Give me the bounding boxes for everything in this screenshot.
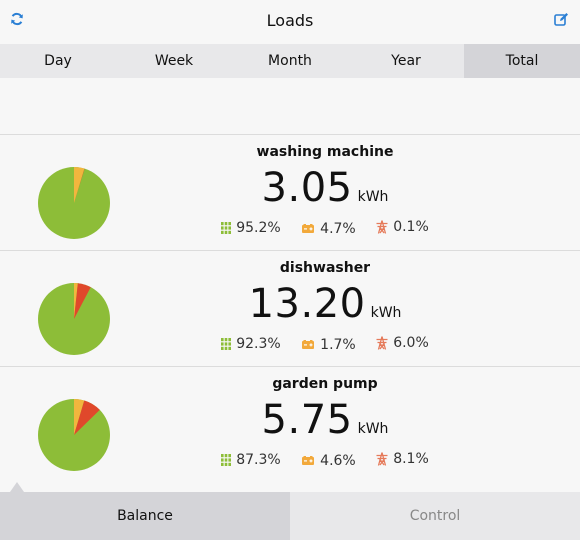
load-name: dishwasher [279, 260, 371, 276]
energy-unit: kWh [370, 305, 402, 321]
energy-value: 3.05 [261, 165, 353, 211]
grid-share-value: 8.1% [393, 451, 429, 467]
energy-readout: 13.20 kWh [110, 281, 540, 327]
solar-share-value: 92.3% [236, 336, 281, 352]
page-title: Loads [266, 11, 314, 30]
active-tab-pointer [10, 482, 24, 492]
pie-slice-battery [74, 399, 85, 435]
period-tabs: Day Week Month Year Total [0, 44, 580, 78]
tab-control[interactable]: Control [290, 492, 580, 540]
solar-panel-icon [221, 338, 232, 350]
load-share-pie [38, 283, 110, 355]
battery-share: 4.6% [301, 453, 356, 469]
battery-icon [302, 224, 315, 233]
loads-list: washing machine 3.05 kWh 95.2% 4.7% [0, 134, 580, 492]
grid-share-value: 0.1% [393, 219, 429, 235]
power-pylon-icon [376, 452, 388, 466]
load-name: garden pump [272, 376, 378, 392]
grid-share-value: 6.0% [393, 335, 429, 351]
solar-share: 87.3% [221, 452, 281, 468]
solar-share-value: 87.3% [236, 452, 281, 468]
tab-month[interactable]: Month [268, 53, 312, 69]
share-breakdown: 92.3% 1.7% 6.0% [110, 335, 540, 354]
power-pylon-icon [376, 336, 388, 350]
load-name: washing machine [256, 144, 394, 160]
grid-share: 0.1% [376, 219, 429, 235]
summary-area [0, 78, 580, 134]
load-share-pie [38, 167, 110, 239]
pie-slice-grid [74, 400, 100, 435]
tab-day[interactable]: Day [44, 53, 72, 69]
battery-share-value: 4.7% [320, 221, 356, 237]
grid-share: 6.0% [376, 335, 429, 351]
grid-share: 8.1% [376, 451, 429, 467]
battery-icon [302, 340, 315, 349]
tab-week[interactable]: Week [154, 53, 194, 69]
solar-panel-icon [221, 454, 232, 466]
energy-value: 13.20 [248, 281, 366, 327]
load-share-pie [38, 399, 110, 471]
solar-share-value: 95.2% [236, 220, 281, 236]
battery-share-value: 1.7% [320, 337, 356, 353]
battery-icon [302, 456, 315, 465]
energy-unit: kWh [357, 189, 389, 205]
solar-share: 92.3% [221, 336, 281, 352]
pie-slice-battery [74, 283, 78, 319]
pie-slice-grid [74, 168, 85, 203]
pie-slice-grid [74, 283, 91, 319]
solar-panel-icon [221, 222, 232, 234]
power-pylon-icon [376, 220, 388, 234]
energy-value: 5.75 [261, 397, 353, 443]
battery-share-value: 4.6% [320, 453, 356, 469]
edit-icon[interactable] [553, 11, 569, 27]
energy-readout: 5.75 kWh [110, 397, 540, 443]
load-row[interactable]: dishwasher 13.20 kWh 92.3% 1.7% [0, 250, 580, 366]
pie-slice-battery [74, 167, 85, 203]
tab-year[interactable]: Year [391, 53, 421, 69]
solar-share: 95.2% [221, 220, 281, 236]
refresh-icon[interactable] [9, 11, 25, 27]
battery-share: 4.7% [301, 221, 356, 237]
tab-balance[interactable]: Balance [0, 492, 290, 540]
share-breakdown: 95.2% 4.7% 0.1% [110, 219, 540, 238]
battery-share: 1.7% [301, 337, 356, 353]
tab-total[interactable]: Total [464, 44, 580, 78]
app-header: Loads [0, 0, 580, 44]
energy-unit: kWh [357, 421, 389, 437]
share-breakdown: 87.3% 4.6% 8.1% [110, 451, 540, 470]
load-row[interactable]: garden pump 5.75 kWh 87.3% 4.6% [0, 366, 580, 482]
load-row[interactable]: washing machine 3.05 kWh 95.2% 4.7% [0, 134, 580, 250]
energy-readout: 3.05 kWh [110, 165, 540, 211]
bottom-tab-bar: Balance Control [0, 492, 580, 540]
